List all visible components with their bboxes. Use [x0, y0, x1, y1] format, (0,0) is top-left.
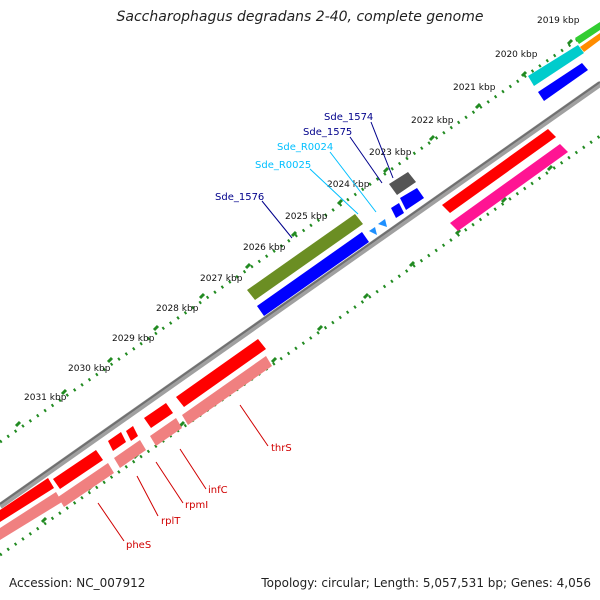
- leader-rpmi: [155, 461, 184, 504]
- gene-labels: Sde_1574 Sde_1575 Sde_R0024 Sde_R0025 Sd…: [126, 112, 373, 551]
- tick-label-2028: 2028 kbp: [156, 304, 199, 314]
- gene-rplt[interactable]: [108, 432, 126, 451]
- gene-label-infc: infC: [208, 485, 228, 496]
- topology-text: Topology: circular; Length: 5,057,531 bp…: [261, 576, 591, 590]
- tick-label-2031: 2031 kbp: [24, 393, 67, 403]
- tick-label-2021: 2021 kbp: [453, 83, 496, 93]
- leader-rplt: [136, 475, 159, 517]
- gene-cyan[interactable]: [528, 45, 584, 86]
- leader-sde1576: [261, 200, 293, 239]
- gene-blue-small-a[interactable]: [400, 188, 424, 210]
- accession-text: Accession: NC_007912: [9, 576, 146, 590]
- gene-blue-long[interactable]: [257, 232, 369, 316]
- outer-major-ticks: [14, 38, 574, 428]
- backbone: [0, 81, 600, 509]
- gene-magenta[interactable]: [450, 144, 568, 231]
- tick-label-2027: 2027 kbp: [200, 274, 243, 284]
- gene-infc[interactable]: [144, 403, 173, 428]
- tick-label-2029: 2029 kbp: [112, 334, 155, 344]
- gene-thrs-pink[interactable]: [182, 356, 272, 425]
- gene-olive-sde1576[interactable]: [247, 214, 363, 300]
- gene-label-phes: pheS: [126, 540, 151, 551]
- leader-sde1575: [349, 136, 383, 184]
- tick-label-2019: 2019 kbp: [537, 16, 580, 26]
- leader-infc: [179, 448, 207, 490]
- forward-strand-genes: [247, 22, 600, 316]
- label-leaders: [97, 121, 394, 542]
- gene-label-sde1576: Sde_1576: [215, 192, 264, 203]
- gene-rpmi[interactable]: [126, 426, 138, 441]
- gene-label-thrs: thrS: [271, 443, 292, 454]
- leader-sde1574: [370, 121, 394, 179]
- inner-tick-line: [0, 134, 600, 557]
- gene-orange[interactable]: [580, 33, 600, 52]
- trna-r0024[interactable]: [378, 219, 387, 227]
- tick-label-2023: 2023 kbp: [369, 148, 412, 158]
- gene-label-sde1574: Sde_1574: [324, 112, 373, 123]
- gene-label-rpmi: rpmI: [185, 500, 208, 511]
- outer-tick-ring: [0, 22, 600, 444]
- gene-rplt-pink[interactable]: [114, 440, 146, 468]
- gene-red-left[interactable]: [0, 478, 54, 522]
- tick-label-2024: 2024 kbp: [327, 180, 370, 190]
- tick-label-2026: 2026 kbp: [243, 243, 286, 253]
- gene-label-rplt: rplT: [161, 516, 181, 527]
- tick-labels: 2019 kbp 2020 kbp 2021 kbp 2022 kbp 2023…: [24, 16, 580, 403]
- gene-gray[interactable]: [389, 172, 416, 195]
- tick-label-2022: 2022 kbp: [411, 116, 454, 126]
- inner-tick-ring: [0, 134, 600, 557]
- tick-label-2025: 2025 kbp: [285, 212, 328, 222]
- leader-sde-r0024: [329, 151, 377, 213]
- tick-label-2020: 2020 kbp: [495, 50, 538, 60]
- gene-blue-small-b[interactable]: [391, 203, 404, 218]
- tick-label-2030: 2030 kbp: [68, 364, 111, 374]
- gene-phes[interactable]: [53, 450, 103, 489]
- gene-blue-top[interactable]: [538, 63, 588, 101]
- gene-label-sde1575: Sde_1575: [303, 127, 352, 138]
- leader-thrs: [239, 404, 269, 447]
- reverse-strand-genes: [0, 129, 568, 540]
- gene-label-sde-r0025: Sde_R0025: [255, 160, 311, 171]
- gene-thrs[interactable]: [176, 339, 266, 407]
- trna-r0025[interactable]: [369, 227, 377, 235]
- gene-pink-left[interactable]: [0, 492, 62, 540]
- outer-tick-line: [0, 22, 600, 444]
- leader-sde-r0025: [309, 168, 359, 215]
- gene-red-right[interactable]: [442, 129, 556, 213]
- leader-phes: [97, 502, 125, 542]
- gene-label-sde-r0024: Sde_R0024: [277, 142, 333, 153]
- genome-title: Saccharophagus degradans 2-40, complete …: [116, 9, 484, 25]
- gene-infc-pink[interactable]: [150, 418, 182, 446]
- gene-green[interactable]: [575, 22, 600, 44]
- gene-phes-pink[interactable]: [58, 463, 114, 507]
